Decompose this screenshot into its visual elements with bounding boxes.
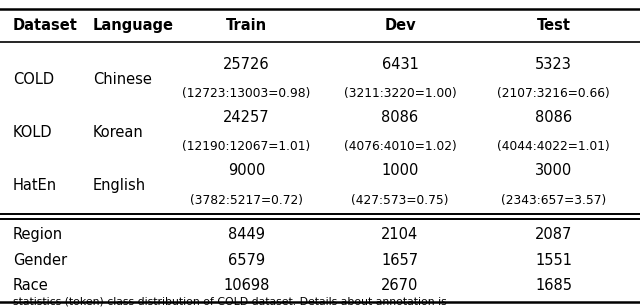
Text: (4044:4022=1.01): (4044:4022=1.01) <box>497 140 610 153</box>
Text: 10698: 10698 <box>223 278 269 293</box>
Text: 3000: 3000 <box>535 164 572 178</box>
Text: (4076:4010=1.02): (4076:4010=1.02) <box>344 140 456 153</box>
Text: (12723:13003=0.98): (12723:13003=0.98) <box>182 87 310 100</box>
Text: 2670: 2670 <box>381 278 419 293</box>
Text: statistics (token) class distribution of COLD dataset. Details about annotation : statistics (token) class distribution of… <box>13 297 447 306</box>
Text: 2087: 2087 <box>535 227 572 241</box>
Text: 25726: 25726 <box>223 57 269 72</box>
Text: Korean: Korean <box>93 125 143 140</box>
Text: 2104: 2104 <box>381 227 419 241</box>
Text: COLD: COLD <box>13 72 54 87</box>
Text: 1657: 1657 <box>381 253 419 268</box>
Text: (2107:3216=0.66): (2107:3216=0.66) <box>497 87 610 100</box>
Text: (3211:3220=1.00): (3211:3220=1.00) <box>344 87 456 100</box>
Text: (12190:12067=1.01): (12190:12067=1.01) <box>182 140 310 153</box>
Text: 6431: 6431 <box>381 57 419 72</box>
Text: HatEn: HatEn <box>13 178 57 193</box>
Text: 1551: 1551 <box>535 253 572 268</box>
Text: Chinese: Chinese <box>93 72 152 87</box>
Text: English: English <box>93 178 146 193</box>
Text: 6579: 6579 <box>228 253 265 268</box>
Text: 24257: 24257 <box>223 110 269 125</box>
Text: Test: Test <box>536 18 571 33</box>
Text: Dataset: Dataset <box>13 18 77 33</box>
Text: 5323: 5323 <box>535 57 572 72</box>
Text: 9000: 9000 <box>228 164 265 178</box>
Text: 8449: 8449 <box>228 227 265 241</box>
Text: Language: Language <box>93 18 174 33</box>
Text: Train: Train <box>226 18 267 33</box>
Text: 8086: 8086 <box>381 110 419 125</box>
Text: (427:573=0.75): (427:573=0.75) <box>351 194 449 207</box>
Text: (2343:657=3.57): (2343:657=3.57) <box>501 194 606 207</box>
Text: Race: Race <box>13 278 49 293</box>
Text: Dev: Dev <box>384 18 416 33</box>
Text: 1685: 1685 <box>535 278 572 293</box>
Text: Region: Region <box>13 227 63 241</box>
Text: (3782:5217=0.72): (3782:5217=0.72) <box>190 194 303 207</box>
Text: Gender: Gender <box>13 253 67 268</box>
Text: 1000: 1000 <box>381 164 419 178</box>
Text: KOLD: KOLD <box>13 125 52 140</box>
Text: 8086: 8086 <box>535 110 572 125</box>
